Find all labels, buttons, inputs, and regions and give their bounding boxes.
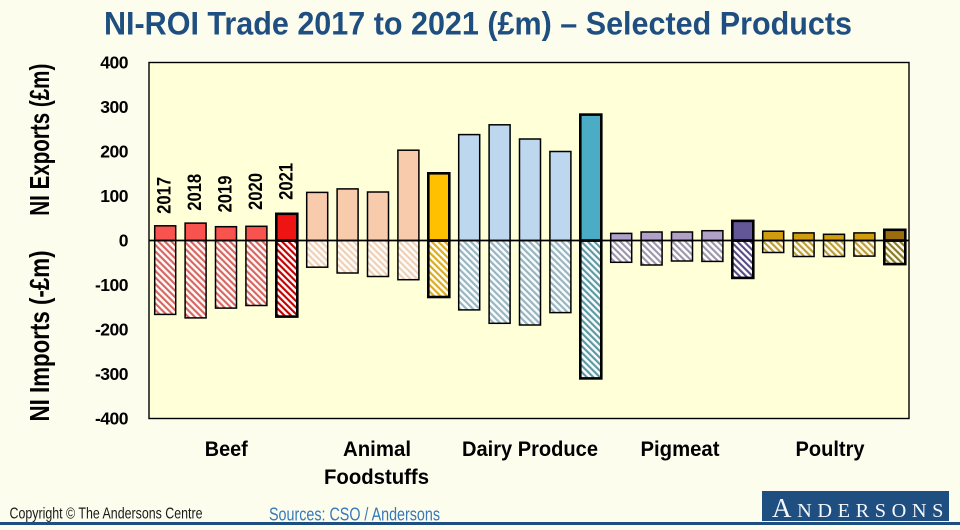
svg-text:Dairy Produce: Dairy Produce <box>462 438 598 461</box>
svg-text:100: 100 <box>100 186 128 206</box>
svg-text:Poultry: Poultry <box>796 438 865 461</box>
svg-text:2018: 2018 <box>185 174 206 211</box>
svg-text:NI-ROI Trade 2017 to 2021 (£m): NI-ROI Trade 2017 to 2021 (£m) – Selecte… <box>104 6 852 42</box>
svg-text:0: 0 <box>119 231 129 251</box>
svg-text:200: 200 <box>100 142 128 162</box>
svg-text:2020: 2020 <box>246 173 267 210</box>
svg-text:400: 400 <box>100 53 128 73</box>
svg-text:2017: 2017 <box>155 177 176 214</box>
svg-text:Copyright © The Andersons Cent: Copyright © The Andersons Centre <box>10 505 203 522</box>
svg-text:Pigmeat: Pigmeat <box>641 438 720 461</box>
svg-text:NI Exports (£m): NI Exports (£m) <box>24 64 55 216</box>
svg-text:2021: 2021 <box>276 163 297 200</box>
svg-text:-200: -200 <box>95 320 129 340</box>
svg-text:-100: -100 <box>95 275 129 295</box>
svg-text:Sources: CSO / Andersons: Sources: CSO / Andersons <box>269 505 440 525</box>
svg-text:-300: -300 <box>95 364 129 384</box>
svg-text:2019: 2019 <box>216 176 237 213</box>
svg-text:300: 300 <box>100 97 128 117</box>
svg-text:Beef: Beef <box>205 438 249 461</box>
svg-text:Animal: Animal <box>343 438 411 461</box>
svg-text:Foodstuffs: Foodstuffs <box>324 466 429 489</box>
svg-text:-400: -400 <box>95 409 129 429</box>
svg-text:NI Imports (-£m): NI Imports (-£m) <box>24 251 55 422</box>
